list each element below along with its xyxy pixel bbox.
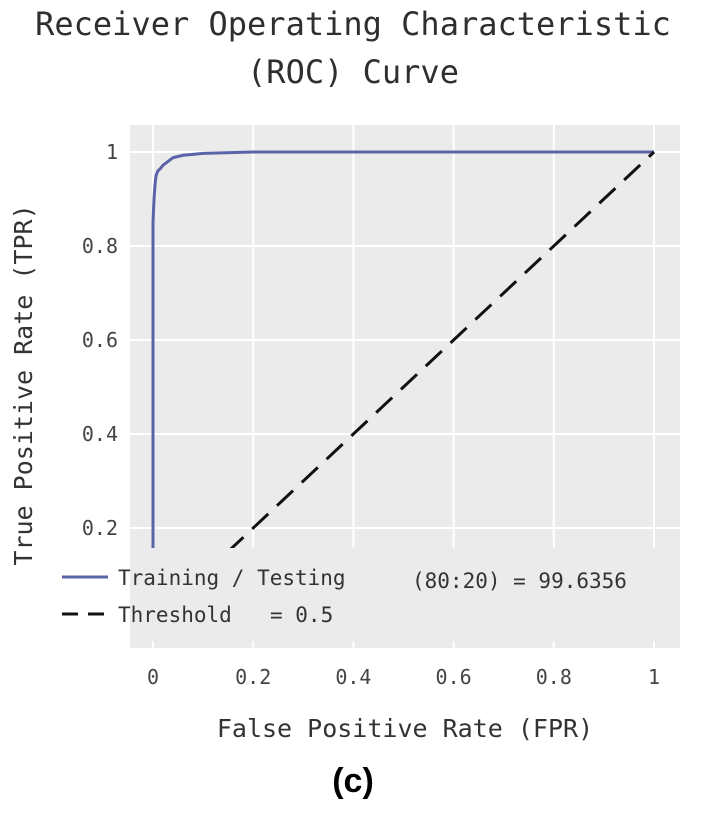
threshold-line xyxy=(229,150,656,548)
roc-chart: Training / Testing (80:20) = 99.6356 Thres… xyxy=(9,125,680,743)
x-tick-label: 0.2 xyxy=(235,665,271,689)
roc-curve-line xyxy=(151,150,654,548)
chart-title: Receiver Operating Characteristic (ROC) … xyxy=(0,0,706,96)
x-tick-label: 1 xyxy=(648,665,660,689)
x-tick-label: 0 xyxy=(147,665,159,689)
figure-caption: (c) xyxy=(332,762,374,800)
y-tick-label: 0.6 xyxy=(82,328,118,352)
y-axis-label: True Positive Rate (TPR) xyxy=(9,204,38,565)
legend-box xyxy=(130,548,680,641)
y-tick-label: 0.2 xyxy=(82,516,118,540)
legend-value-threshold: = 0.5 xyxy=(270,603,333,627)
legend-value-roc: (80:20) = 99.6356 xyxy=(412,569,627,593)
chart-title-line1: Receiver Operating Characteristic xyxy=(35,5,671,43)
x-tick-label: 0.4 xyxy=(335,665,371,689)
x-tick-label: 0.6 xyxy=(436,665,472,689)
legend-label-threshold: Threshold xyxy=(118,603,232,627)
y-tick-label: 0.4 xyxy=(82,422,118,446)
y-tick-label: 1 xyxy=(106,140,118,164)
x-axis-label: False Positive Rate (FPR) xyxy=(217,714,593,743)
y-tick-label: 0.8 xyxy=(82,234,118,258)
legend-label-roc: Training / Testing xyxy=(118,566,346,590)
x-tick-label: 0.8 xyxy=(536,665,572,689)
chart-title-line2: (ROC) Curve xyxy=(247,53,459,91)
